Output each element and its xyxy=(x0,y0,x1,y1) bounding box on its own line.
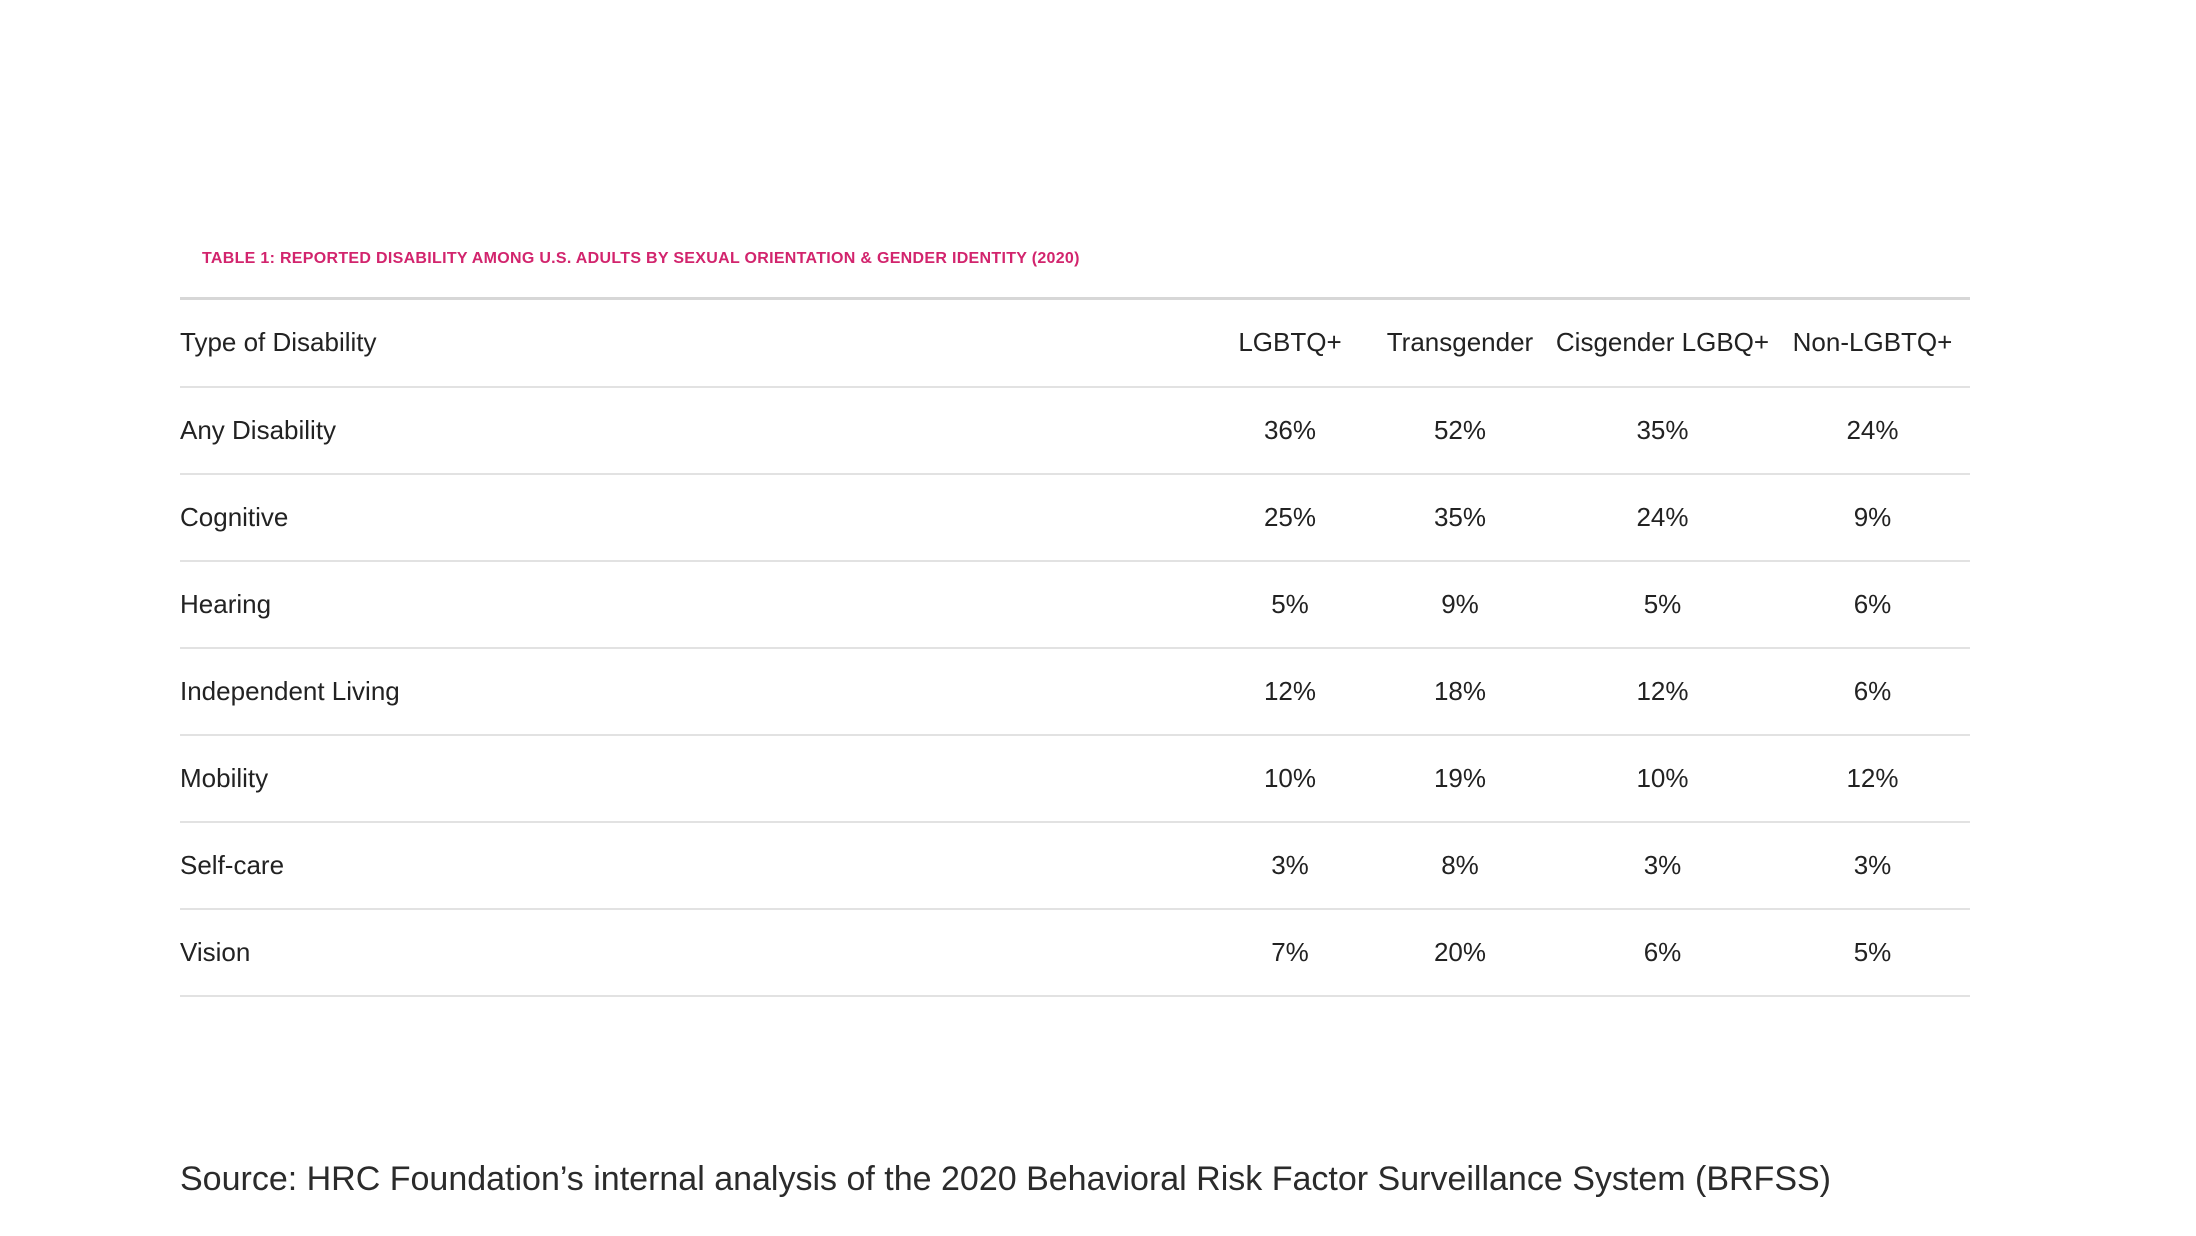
column-header-transgender: Transgender xyxy=(1386,327,1534,358)
cell-value: 9% xyxy=(1441,588,1479,619)
row-label: Cognitive xyxy=(180,501,289,532)
cell-value: 9% xyxy=(1853,501,1892,532)
cell-value: 6% xyxy=(1853,588,1892,619)
cell-value: 18% xyxy=(1433,675,1487,706)
cell-value: 7% xyxy=(1271,936,1309,967)
cell-value: 35% xyxy=(1636,414,1689,445)
column-header-lgbtq: LGBTQ+ xyxy=(1238,327,1342,358)
column-header-cisgender-lgbq: Cisgender LGBQ+ xyxy=(1555,327,1770,358)
row-label: Vision xyxy=(180,936,251,967)
cell-value: 3% xyxy=(1643,849,1682,880)
table-caption: TABLE 1: REPORTED DISABILITY AMONG U.S. … xyxy=(202,250,1080,267)
table-row: Mobility 10% 19% 10% 12% xyxy=(180,734,1970,822)
cell-value: 10% xyxy=(1263,762,1317,793)
row-label: Self-care xyxy=(180,849,285,880)
table-row: Cognitive 25% 35% 24% 9% xyxy=(180,473,1970,561)
table-row: Independent Living 12% 18% 12% 6% xyxy=(180,647,1970,735)
row-label: Any Disability xyxy=(180,414,337,445)
cell-value: 10% xyxy=(1636,762,1689,793)
source-note: Source: HRC Foundation’s internal analys… xyxy=(180,1160,1831,1198)
cell-value: 19% xyxy=(1433,762,1487,793)
cell-value: 36% xyxy=(1263,414,1317,445)
cell-value: 24% xyxy=(1636,501,1689,532)
disability-table: Type of Disability LGBTQ+ Transgender Ci… xyxy=(180,297,1970,997)
cell-value: 12% xyxy=(1636,675,1689,706)
table-row: Self-care 3% 8% 3% 3% xyxy=(180,821,1970,909)
cell-value: 52% xyxy=(1433,414,1487,445)
column-header-type-of-disability: Type of Disability xyxy=(180,327,377,358)
table-header-row: Type of Disability LGBTQ+ Transgender Ci… xyxy=(180,299,1970,387)
table-body: Any Disability 36% 52% 35% 24% Cognitive 25% 35… xyxy=(180,386,1970,996)
cell-value: 35% xyxy=(1433,501,1487,532)
cell-value: 12% xyxy=(1263,675,1317,706)
cell-value: 6% xyxy=(1853,675,1892,706)
cell-value: 5% xyxy=(1643,588,1682,619)
cell-value: 24% xyxy=(1846,414,1899,445)
row-label: Hearing xyxy=(180,588,272,619)
cell-value: 5% xyxy=(1271,588,1309,619)
cell-value: 3% xyxy=(1853,849,1892,880)
cell-value: 3% xyxy=(1271,849,1309,880)
table-row: Any Disability 36% 52% 35% 24% xyxy=(180,386,1970,474)
cell-value: 12% xyxy=(1846,762,1899,793)
cell-value: 25% xyxy=(1263,501,1317,532)
column-header-non-lgbtq: Non-LGBTQ+ xyxy=(1792,327,1953,358)
cell-value: 6% xyxy=(1643,936,1682,967)
row-label: Mobility xyxy=(180,762,269,793)
cell-value: 5% xyxy=(1853,936,1892,967)
cell-value: 20% xyxy=(1433,936,1487,967)
cell-value: 8% xyxy=(1441,849,1479,880)
table-row: Vision 7% 20% 6% 5% xyxy=(180,908,1970,996)
table-row: Hearing 5% 9% 5% 6% xyxy=(180,560,1970,648)
row-label: Independent Living xyxy=(180,675,400,706)
